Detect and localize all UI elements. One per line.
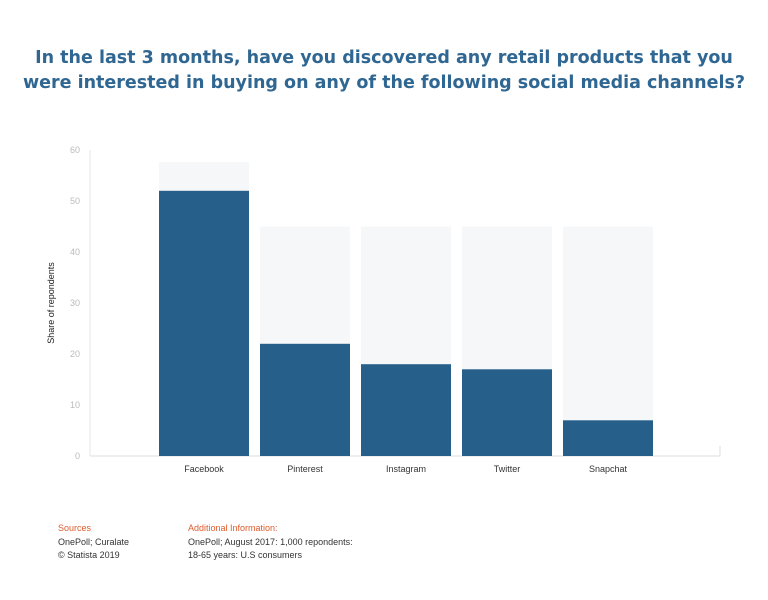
y-tick-label: 40 [70,247,80,257]
sources-block: Sources OnePoll; Curalate © Statista 201… [58,522,129,563]
y-tick-label: 50 [70,196,80,206]
y-tick-label: 20 [70,349,80,359]
additional-info-line-1: OnePoll; August 2017: 1,000 repondents: [188,536,353,547]
chart-title-line-1: In the last 3 months, have you discovere… [35,48,733,68]
sources-line-2: © Statista 2019 [58,550,120,560]
x-tick-label: Snapchat [589,464,628,474]
x-tick-labels: Facebook Pinterest Instagram Twitter Snapcha… [184,464,627,474]
additional-info-heading: Additional Information: [188,523,278,533]
bar[interactable] [260,343,350,456]
bar[interactable] [563,420,653,456]
chart-title: In the last 3 months, have you discovere… [20,46,748,96]
x-tick-label: Facebook [184,464,224,474]
sources-line-1: OnePoll; Curalate [58,536,130,547]
x-tick-label: Pinterest [287,464,323,474]
x-tick-label: Twitter [494,464,521,474]
bar[interactable] [462,369,552,456]
bars-group [159,190,653,457]
chart-title-line-2: were interested in buying on any of the … [22,73,746,93]
y-tick-label: 60 [70,145,80,155]
bar-background [563,226,653,456]
x-tick-label: Instagram [386,464,426,474]
additional-info-line-2: 18-65 years: U.S consumers [188,550,303,560]
y-tick-label: 10 [70,400,80,410]
y-tick-labels: 0 10 20 30 40 50 60 [70,145,80,461]
y-axis-label: Share of repondents [46,262,56,344]
bar[interactable] [159,190,249,457]
additional-info-block: Additional Information: OnePoll; August … [188,522,353,563]
y-tick-label: 0 [75,451,80,461]
y-tick-label: 30 [70,298,80,308]
bar[interactable] [361,364,451,456]
sources-heading: Sources [58,523,92,533]
